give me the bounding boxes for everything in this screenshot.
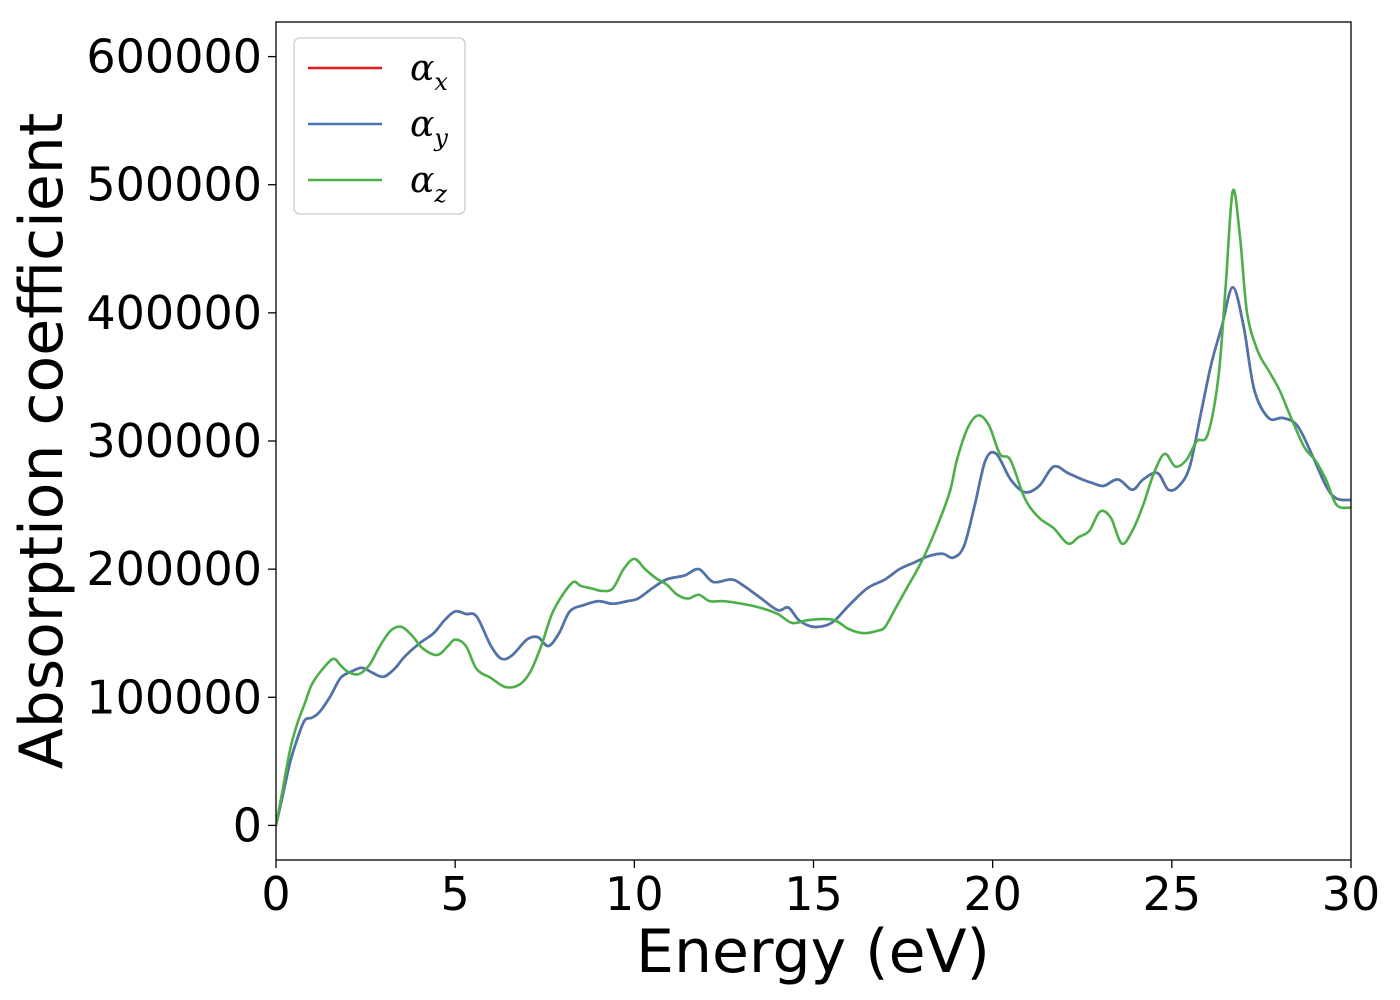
x-tick-label: 10 xyxy=(605,867,664,921)
y-tick-label: 200000 xyxy=(86,542,262,596)
y-axis-title: Absorption coefficient xyxy=(7,113,77,770)
x-axis: 0 5 10 15 20 25 30 xyxy=(261,860,1380,921)
legend-label-x: αx xyxy=(410,48,448,96)
legend-label-y: αy xyxy=(410,104,448,152)
legend-label-base: α xyxy=(410,160,434,201)
legend-label-z: αz xyxy=(410,160,447,208)
x-tick-label: 15 xyxy=(784,867,843,921)
series-layer xyxy=(276,188,1351,827)
y-tick-label: 600000 xyxy=(86,30,262,84)
x-tick-label: 5 xyxy=(441,867,470,921)
y-tick-label: 0 xyxy=(233,798,262,852)
x-tick-label: 30 xyxy=(1322,867,1381,921)
y-tick-label: 400000 xyxy=(86,286,262,340)
series-line-y xyxy=(276,285,1351,827)
y-axis: 0 100000 200000 300000 400000 500000 600000 xyxy=(86,30,276,852)
y-tick-label: 300000 xyxy=(86,414,262,468)
y-tick-label: 100000 xyxy=(86,670,262,724)
x-tick-label: 0 xyxy=(261,867,290,921)
legend-label-base: α xyxy=(410,48,434,89)
legend-box xyxy=(293,37,466,215)
legend-label-subscript: z xyxy=(433,180,447,208)
x-tick-label: 20 xyxy=(963,867,1022,921)
y-tick-label: 500000 xyxy=(86,158,262,212)
legend-label-base: α xyxy=(410,104,434,145)
x-axis-title: Energy (eV) xyxy=(636,917,990,987)
legend-label-subscript: x xyxy=(434,68,448,96)
series-line-z xyxy=(276,188,1351,827)
legend-label-subscript: y xyxy=(433,124,448,152)
x-tick-label: 25 xyxy=(1143,867,1202,921)
